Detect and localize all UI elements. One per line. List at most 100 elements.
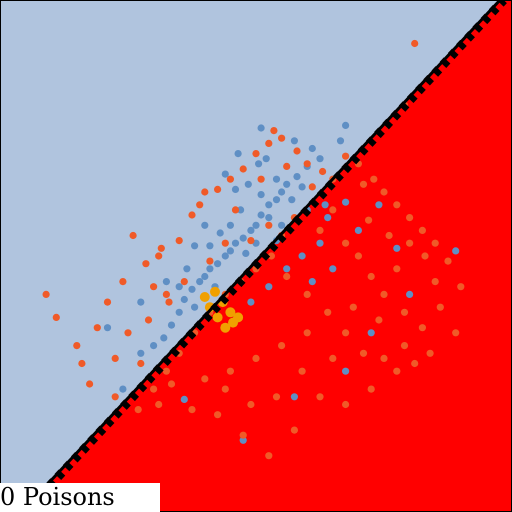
data-point [52, 313, 60, 321]
data-point [93, 324, 101, 332]
data-point [257, 211, 265, 219]
data-point [431, 278, 439, 286]
data-point [283, 162, 291, 170]
data-point [278, 134, 286, 142]
data-point [421, 252, 429, 260]
data-point [225, 307, 236, 318]
region-above-boundary [0, 0, 501, 512]
data-point [367, 329, 375, 337]
data-point [165, 298, 173, 306]
data-point [370, 175, 378, 183]
data-point [239, 431, 247, 439]
data-point [265, 452, 273, 460]
data-point [162, 278, 170, 286]
data-point [206, 257, 214, 265]
data-point [290, 393, 298, 401]
data-point [214, 185, 222, 193]
data-point [431, 239, 439, 247]
data-point [134, 406, 142, 414]
data-point [167, 380, 176, 388]
data-point [308, 278, 316, 286]
data-point [316, 226, 324, 234]
data-point [155, 400, 163, 409]
data-point [231, 185, 240, 193]
data-point [278, 221, 286, 229]
data-point [196, 201, 204, 209]
data-point [221, 252, 229, 260]
data-point [144, 316, 153, 324]
data-point [272, 196, 281, 204]
data-point [342, 121, 350, 129]
data-point [262, 155, 270, 163]
data-point [411, 39, 419, 48]
data-point [252, 354, 260, 362]
data-point [375, 316, 383, 324]
data-point [103, 324, 112, 332]
data-point [303, 160, 311, 168]
data-point [201, 272, 209, 281]
data-point [411, 359, 419, 368]
data-point [393, 244, 401, 252]
data-point [406, 214, 414, 222]
data-point [214, 260, 222, 268]
data-point [272, 175, 281, 183]
data-point [247, 298, 255, 306]
data-point [272, 393, 281, 401]
data-point [216, 229, 224, 237]
data-point [103, 298, 112, 306]
data-point [119, 385, 127, 393]
data-point [160, 334, 168, 342]
data-point [150, 342, 158, 350]
data-point [257, 124, 265, 132]
data-point [283, 265, 291, 273]
data-point [342, 152, 350, 160]
data-point [188, 406, 196, 414]
data-point [231, 206, 240, 214]
data-point [242, 249, 250, 257]
data-point [359, 180, 368, 188]
data-point [265, 139, 273, 147]
data-point [319, 167, 327, 176]
data-point [175, 308, 183, 316]
data-point [265, 201, 273, 209]
data-point [226, 367, 234, 375]
data-point [244, 180, 252, 188]
data-point [375, 201, 383, 209]
data-point [290, 137, 298, 145]
data-point [233, 312, 244, 323]
data-point [247, 400, 255, 409]
data-point [167, 321, 176, 329]
data-point [283, 180, 291, 188]
data-point [137, 359, 145, 368]
data-point [237, 206, 245, 214]
decision-boundary-line [20, 0, 502, 512]
data-point [150, 385, 158, 393]
data-point [316, 239, 324, 247]
data-point [426, 349, 434, 357]
data-point [119, 278, 127, 286]
data-point [452, 247, 460, 255]
data-point [321, 201, 329, 209]
data-point [267, 252, 275, 260]
data-point [257, 175, 265, 183]
reference-boundary-line [21, 0, 507, 512]
data-point [265, 283, 273, 291]
data-point [278, 342, 286, 350]
data-point [342, 367, 350, 375]
data-point [226, 175, 234, 183]
data-point [214, 411, 222, 419]
data-point [288, 196, 296, 204]
data-point [162, 290, 170, 298]
data-point [162, 367, 170, 375]
data-point [180, 395, 188, 403]
data-point [354, 252, 362, 260]
data-point [452, 329, 460, 337]
data-point [406, 290, 414, 298]
data-point [290, 426, 298, 434]
data-point [111, 393, 119, 401]
data-point [42, 290, 50, 298]
data-point [157, 244, 165, 252]
data-point [308, 183, 316, 191]
data-point [212, 312, 223, 323]
